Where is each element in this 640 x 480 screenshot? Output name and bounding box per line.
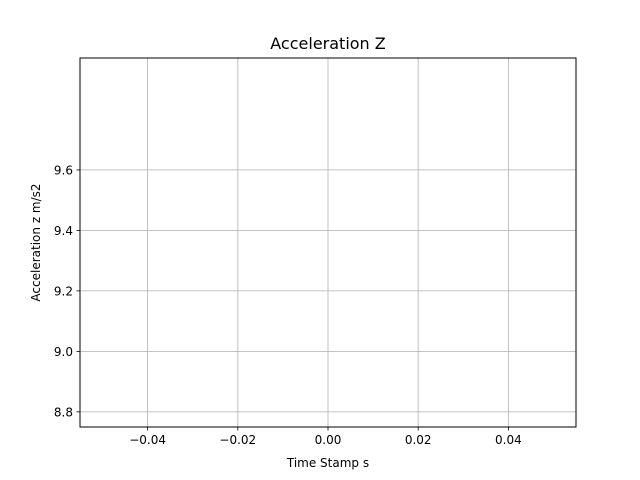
chart-title: Acceleration Z: [270, 34, 386, 53]
x-tick-label: 0.04: [495, 433, 522, 447]
y-axis-label: Acceleration z m/s2: [29, 183, 43, 301]
x-axis-label: Time Stamp s: [286, 456, 369, 470]
x-tick-label: 0.00: [315, 433, 342, 447]
y-gridlines: [80, 169, 576, 413]
y-tick-label: 9.2: [54, 284, 73, 298]
y-tick-label: 8.8: [54, 405, 73, 419]
y-tick-label: 9.6: [54, 163, 73, 177]
y-axis-ticks: 8.8 9.0 9.2 9.4 9.6: [54, 163, 80, 419]
x-axis-ticks: −0.04 −0.02 0.00 0.02 0.04: [129, 427, 522, 447]
x-gridlines: [147, 58, 509, 427]
y-tick-label: 9.0: [54, 345, 73, 359]
x-tick-label: 0.02: [405, 433, 432, 447]
y-tick-label: 9.4: [54, 224, 73, 238]
x-tick-label: −0.04: [129, 433, 166, 447]
x-tick-label: −0.02: [219, 433, 256, 447]
